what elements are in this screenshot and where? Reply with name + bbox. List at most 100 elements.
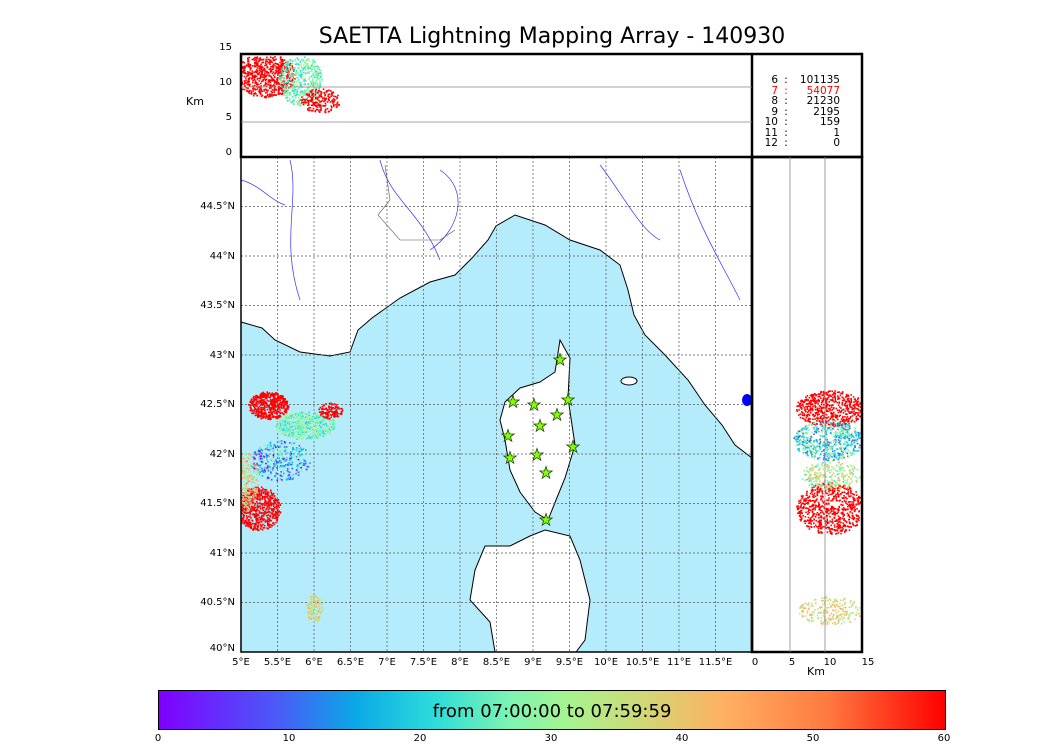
- lightning-source: [249, 508, 252, 511]
- lightning-source: [267, 449, 269, 451]
- lightning-source: [274, 402, 276, 404]
- lightning-source: [257, 505, 259, 508]
- lightning-source: [310, 81, 312, 83]
- river: [429, 169, 459, 251]
- lightning-source: [816, 419, 818, 422]
- lightning-source: [830, 416, 833, 418]
- lightning-source: [846, 455, 849, 458]
- lightning-source: [835, 436, 837, 438]
- lightning-source: [818, 420, 821, 423]
- lightning-source: [286, 93, 288, 95]
- lightning-source: [847, 418, 850, 421]
- lightning-source: [323, 417, 325, 420]
- lightning-source: [268, 474, 270, 477]
- lightning-source: [282, 429, 284, 431]
- lightning-source: [307, 607, 309, 609]
- lightning-source: [828, 454, 831, 456]
- lightning-source: [254, 509, 257, 512]
- lightning-source: [264, 79, 267, 82]
- lightning-source: [273, 397, 275, 400]
- lightning-source: [336, 405, 338, 408]
- lightning-source: [285, 78, 287, 81]
- lightning-source: [312, 110, 314, 112]
- lightning-source: [823, 457, 825, 459]
- lightning-source: [803, 432, 806, 434]
- lightning-source: [291, 60, 294, 62]
- lightning-source: [302, 93, 304, 96]
- lightning-source: [832, 456, 834, 458]
- lightning-source: [807, 454, 810, 457]
- lightning-source: [837, 457, 840, 460]
- lightning-source: [309, 92, 311, 95]
- lightning-source: [317, 421, 319, 424]
- lightning-source: [313, 600, 315, 603]
- lightning-source: [824, 426, 827, 428]
- lightning-source: [265, 509, 267, 511]
- lightning-source: [263, 506, 266, 509]
- lightning-source: [244, 488, 246, 490]
- lightning-source: [261, 72, 263, 74]
- lightning-source: [267, 79, 270, 81]
- lightning-source: [319, 101, 321, 103]
- lightning-source: [847, 437, 850, 440]
- lightning-source: [262, 519, 264, 522]
- lightning-source: [241, 81, 244, 84]
- lightning-source: [805, 414, 808, 417]
- lightning-source: [840, 418, 843, 420]
- lightning-source: [264, 499, 267, 502]
- lightning-source: [284, 85, 286, 87]
- lightning-source: [299, 104, 302, 107]
- lightning-source: [246, 491, 249, 494]
- lightning-source: [801, 442, 804, 444]
- lightning-source: [302, 433, 305, 436]
- lightning-source: [293, 67, 295, 70]
- lightning-source: [298, 471, 301, 473]
- lightning-source: [276, 513, 279, 516]
- lightning-source: [282, 74, 285, 77]
- lightning-source: [317, 597, 319, 599]
- lightning-source: [318, 96, 320, 98]
- lightning-source: [273, 84, 275, 87]
- lightning-source: [247, 453, 250, 455]
- lightning-source: [261, 528, 264, 531]
- lightning-source: [326, 428, 329, 431]
- lightning-source: [280, 87, 283, 90]
- lightning-source: [294, 429, 296, 431]
- lightning-source: [838, 456, 840, 459]
- lightning-source: [251, 412, 253, 415]
- lightning-source: [846, 408, 849, 411]
- lightning-source: [826, 422, 829, 424]
- lightning-source: [836, 425, 839, 427]
- lightning-source: [850, 398, 852, 400]
- lightning-source: [811, 454, 813, 457]
- lightning-source: [258, 405, 261, 408]
- lightning-source: [846, 443, 849, 445]
- lightning-source: [837, 426, 840, 428]
- lightning-source: [804, 445, 807, 447]
- lightning-source: [259, 464, 261, 467]
- lightning-source: [266, 391, 269, 393]
- lightning-source: [800, 408, 803, 410]
- lightning-source: [296, 80, 299, 83]
- lightning-source: [834, 438, 836, 441]
- lightning-source: [269, 416, 272, 418]
- lightning-source: [829, 394, 832, 396]
- lightning-source: [253, 458, 256, 460]
- lightning-source: [286, 70, 288, 72]
- lightning-source: [311, 607, 313, 610]
- lightning-source: [825, 406, 828, 408]
- lightning-source: [281, 83, 283, 86]
- lightning-source: [265, 406, 268, 408]
- lightning-source: [287, 60, 290, 63]
- lightning-source: [840, 437, 843, 440]
- lightning-source: [325, 422, 327, 425]
- lightning-source: [803, 436, 806, 439]
- lightning-source: [313, 610, 316, 612]
- lightning-source: [251, 58, 254, 61]
- lightning-source: [297, 58, 300, 61]
- lightning-source: [319, 433, 322, 436]
- lightning-source: [830, 406, 833, 409]
- lightning-source: [857, 431, 860, 434]
- lightning-source: [305, 416, 308, 419]
- lightning-source: [247, 499, 249, 501]
